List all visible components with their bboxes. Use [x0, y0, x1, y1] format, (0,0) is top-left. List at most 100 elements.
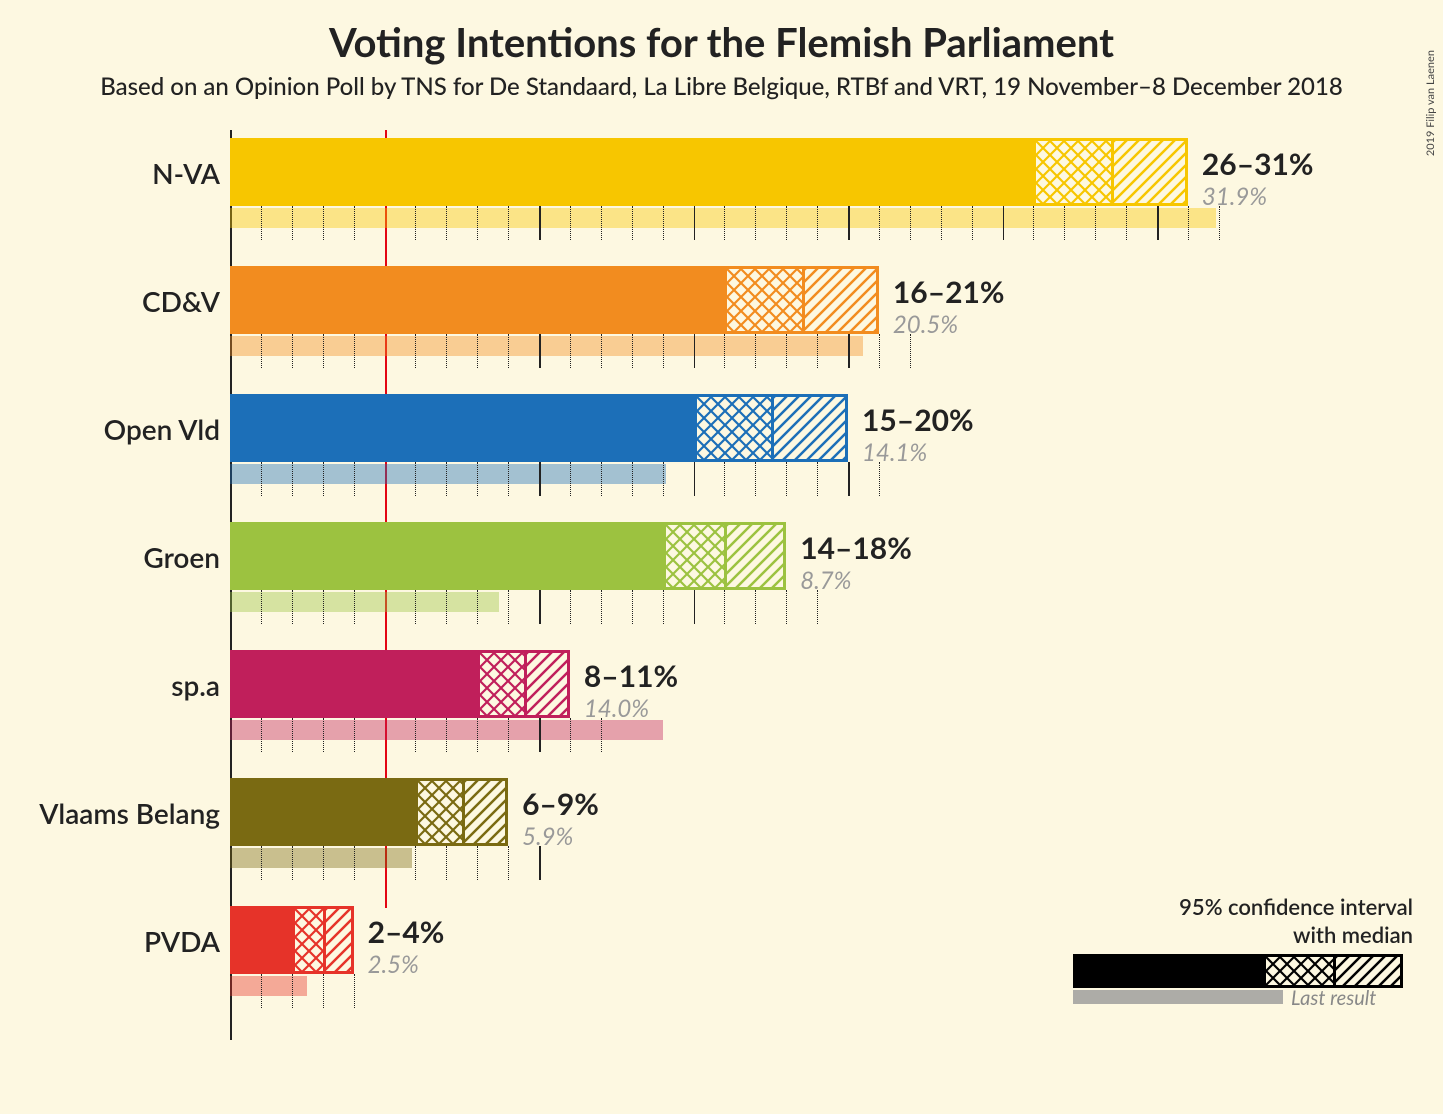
- bar-crosshatch: [415, 778, 461, 846]
- grid-minor-line: [415, 590, 416, 624]
- last-result-bar: [230, 848, 412, 868]
- grid-minor-line: [910, 334, 911, 368]
- party-label: Groen: [0, 540, 220, 574]
- value-range-label: 16–21%: [893, 274, 1005, 310]
- grid-minor-line: [601, 462, 602, 496]
- bar-diagonal: [802, 266, 879, 334]
- grid-minor-line: [570, 206, 571, 240]
- grid-minor-line: [632, 462, 633, 496]
- legend-title-line2: with median: [1293, 921, 1413, 948]
- grid-minor-line: [663, 206, 664, 240]
- legend-solid-bar: [1073, 954, 1263, 988]
- value-last-label: 2.5%: [368, 950, 419, 979]
- grid-minor-line: [570, 462, 571, 496]
- bar-diagonal: [771, 394, 848, 462]
- grid-minor-line: [446, 462, 447, 496]
- grid-minor-line: [786, 334, 787, 368]
- legend-diagonal-bar: [1333, 954, 1403, 988]
- grid-minor-line: [354, 974, 355, 1008]
- grid-minor-line: [477, 590, 478, 624]
- grid-minor-line: [508, 718, 509, 752]
- value-last-label: 31.9%: [1202, 182, 1267, 211]
- grid-minor-line: [632, 334, 633, 368]
- grid-minor-line: [601, 206, 602, 240]
- grid-minor-line: [817, 334, 818, 368]
- grid-minor-line: [354, 846, 355, 880]
- grid-minor-line: [292, 718, 293, 752]
- grid-minor-line: [755, 590, 756, 624]
- grid-minor-line: [601, 590, 602, 624]
- grid-major-line: [694, 206, 696, 240]
- grid-minor-line: [354, 206, 355, 240]
- last-result-bar: [230, 336, 863, 356]
- grid-minor-line: [941, 206, 942, 240]
- grid-minor-line: [415, 334, 416, 368]
- grid-minor-line: [1219, 206, 1220, 240]
- grid-minor-line: [446, 718, 447, 752]
- grid-minor-line: [292, 590, 293, 624]
- grid-minor-line: [1095, 206, 1096, 240]
- grid-major-line: [848, 462, 850, 496]
- bar-solid: [230, 138, 1033, 206]
- grid-major-line: [694, 590, 696, 624]
- grid-minor-line: [415, 846, 416, 880]
- grid-minor-line: [632, 590, 633, 624]
- grid-minor-line: [415, 718, 416, 752]
- grid-minor-line: [1188, 206, 1189, 240]
- legend-title: 95% confidence interval with median: [1073, 893, 1413, 948]
- grid-major-line: [539, 718, 541, 752]
- bar-crosshatch: [724, 266, 801, 334]
- grid-minor-line: [261, 206, 262, 240]
- grid-minor-line: [323, 846, 324, 880]
- grid-minor-line: [1126, 206, 1127, 240]
- legend-bars: Last result: [1073, 954, 1413, 1014]
- value-range-label: 6–9%: [522, 786, 599, 822]
- grid-minor-line: [663, 462, 664, 496]
- bar-diagonal: [524, 650, 570, 718]
- grid-minor-line: [292, 206, 293, 240]
- grid-minor-line: [879, 334, 880, 368]
- bar-diagonal: [462, 778, 508, 846]
- grid-minor-line: [817, 590, 818, 624]
- bar-solid: [230, 650, 477, 718]
- party-row: sp.a8–11%14.0%: [230, 642, 1250, 760]
- grid-minor-line: [354, 590, 355, 624]
- bar-crosshatch: [694, 394, 771, 462]
- grid-major-line: [539, 590, 541, 624]
- party-label: N-VA: [0, 156, 220, 190]
- grid-minor-line: [446, 846, 447, 880]
- grid-minor-line: [508, 590, 509, 624]
- credit-text: 2019 Filip van Laenen: [1424, 50, 1437, 156]
- grid-minor-line: [755, 206, 756, 240]
- grid-major-line: [694, 462, 696, 496]
- bar-solid: [230, 522, 663, 590]
- party-label: Open Vld: [0, 412, 220, 446]
- grid-minor-line: [323, 718, 324, 752]
- legend-crosshatch-bar: [1263, 954, 1333, 988]
- grid-minor-line: [879, 462, 880, 496]
- grid-minor-line: [601, 334, 602, 368]
- grid-minor-line: [261, 846, 262, 880]
- value-last-label: 5.9%: [522, 822, 573, 851]
- grid-minor-line: [292, 974, 293, 1008]
- party-row: CD&V16–21%20.5%: [230, 258, 1250, 376]
- bar-crosshatch: [1033, 138, 1110, 206]
- grid-minor-line: [724, 462, 725, 496]
- grid-minor-line: [508, 846, 509, 880]
- grid-minor-line: [570, 334, 571, 368]
- grid-minor-line: [1064, 206, 1065, 240]
- bar-solid: [230, 906, 292, 974]
- grid-minor-line: [477, 846, 478, 880]
- chart-subtitle: Based on an Opinion Poll by TNS for De S…: [0, 66, 1443, 101]
- value-range-label: 2–4%: [368, 914, 445, 950]
- grid-minor-line: [415, 206, 416, 240]
- bar-diagonal: [1111, 138, 1188, 206]
- grid-minor-line: [323, 590, 324, 624]
- grid-minor-line: [786, 590, 787, 624]
- grid-minor-line: [323, 462, 324, 496]
- grid-minor-line: [1033, 206, 1034, 240]
- grid-minor-line: [724, 590, 725, 624]
- value-last-label: 14.0%: [584, 694, 649, 723]
- grid-minor-line: [786, 206, 787, 240]
- grid-minor-line: [323, 206, 324, 240]
